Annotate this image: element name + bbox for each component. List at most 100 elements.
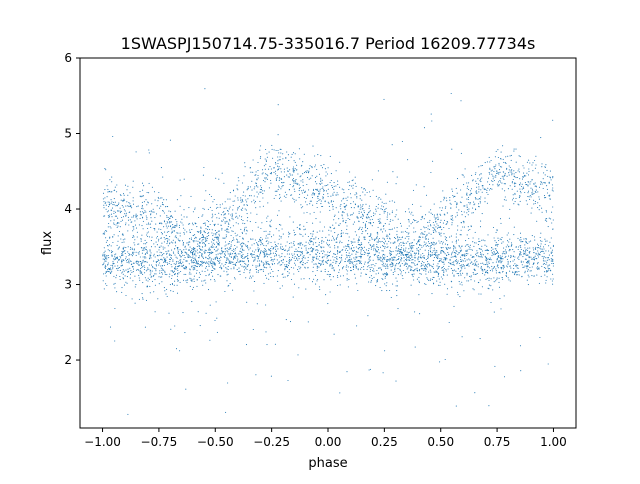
data-point [107,254,109,257]
data-point [153,255,155,257]
data-point [379,256,381,258]
data-point [551,249,553,251]
data-point [261,243,263,245]
data-point [322,250,324,252]
data-point [111,201,113,203]
data-point [549,267,551,270]
data-point [183,267,185,269]
data-point [342,266,344,269]
data-point [291,194,293,196]
data-point [169,259,171,261]
data-point [490,278,492,280]
data-point [115,205,117,207]
data-point [269,166,271,168]
data-point [396,280,398,282]
data-point [316,206,318,209]
data-point [341,242,343,244]
data-point [268,151,270,153]
data-point [295,199,297,201]
data-point [360,244,362,246]
data-point [108,222,110,225]
data-point [498,172,500,174]
data-point [493,266,495,268]
data-point [462,264,464,266]
data-point [545,279,547,281]
data-point [156,251,158,253]
data-point [358,212,360,215]
data-point [369,256,371,258]
data-point [475,253,477,255]
data-point [228,223,230,226]
data-point [296,250,299,252]
data-point [525,175,527,177]
data-point [296,164,298,166]
data-point [288,236,290,238]
data-point [374,253,377,255]
data-point [493,176,495,178]
data-point [495,174,497,176]
data-point [223,217,225,219]
data-point [290,278,293,281]
data-point [443,213,445,215]
data-point [218,257,221,260]
data-point [252,159,254,161]
data-point [242,248,244,250]
data-point [110,213,113,215]
data-point [441,258,443,260]
data-point [243,272,245,274]
data-point [171,226,173,228]
data-point [273,246,275,249]
data-point [228,213,230,215]
data-point [264,168,266,170]
data-point [518,155,520,157]
data-point [355,267,357,269]
data-point [122,269,124,271]
data-point [216,256,218,258]
data-point [159,272,161,274]
data-point [108,201,110,203]
data-point [209,249,211,251]
data-point [120,199,122,201]
data-point [512,178,514,181]
data-point [418,235,420,237]
data-point [368,242,370,244]
data-point [104,197,106,199]
data-point [473,289,475,291]
data-point [182,243,184,245]
data-point [478,166,480,168]
data-point [113,263,115,265]
data-point [278,210,280,212]
data-point [522,266,524,268]
data-point [384,256,386,258]
data-point [451,188,453,190]
data-point [527,195,529,198]
data-point [358,228,360,230]
data-point [356,263,358,265]
data-point [109,236,111,238]
data-point [468,245,470,247]
data-point [309,213,311,215]
data-point [178,239,180,241]
data-point [131,207,133,209]
data-point [158,264,160,266]
data-point [437,256,439,258]
data-point [141,272,143,274]
data-point [152,275,154,277]
data-point [502,251,504,253]
data-point [540,275,542,277]
data-point [281,178,283,180]
data-point [443,274,445,277]
data-point [142,260,144,262]
data-point [143,247,145,249]
data-point [348,261,350,263]
data-point [213,224,215,226]
data-point [277,248,279,250]
data-point [275,149,277,152]
data-point [185,260,187,262]
data-point [525,254,527,256]
data-point [184,246,186,248]
data-point [385,266,387,268]
data-point [488,267,490,269]
data-point [437,216,439,218]
data-point [408,248,410,250]
